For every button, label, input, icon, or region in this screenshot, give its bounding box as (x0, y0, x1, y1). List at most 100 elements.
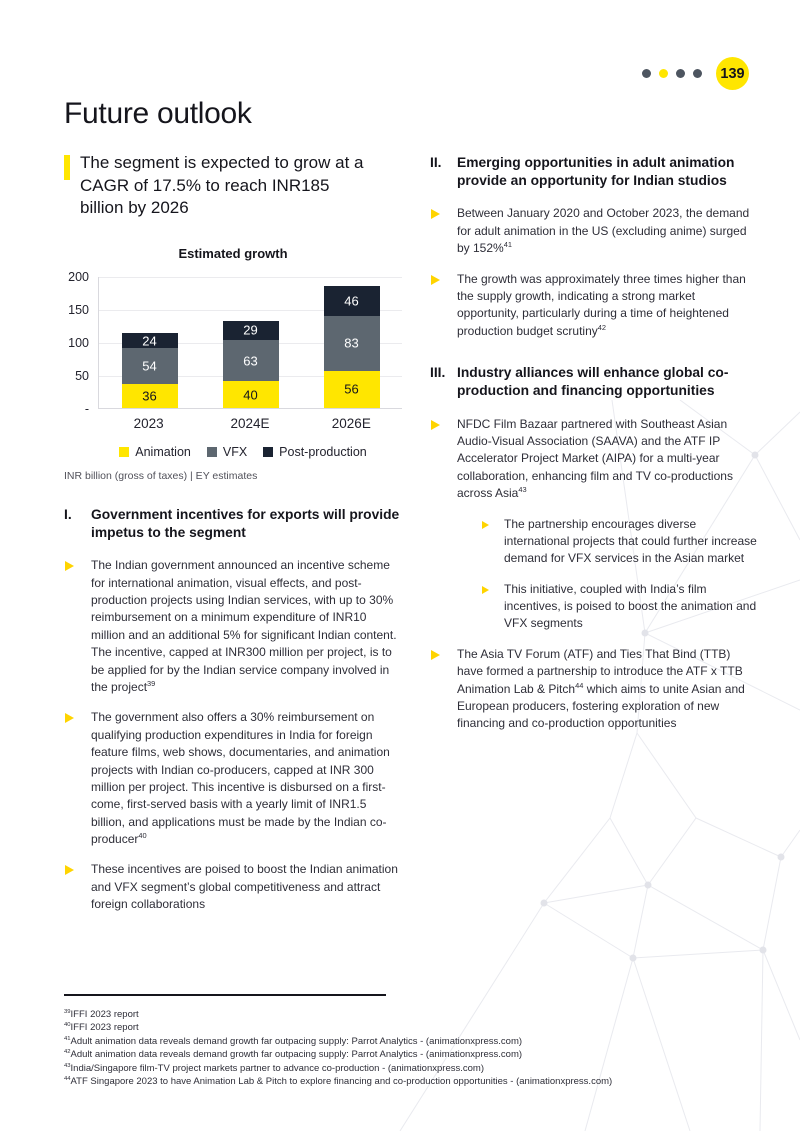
list-item: NFDC Film Bazaar partnered with Southeas… (430, 416, 758, 633)
list-item: The growth was approximately three times… (430, 271, 758, 341)
x-tick-label: 2026E (331, 415, 371, 431)
y-tick-label: 150 (68, 302, 89, 317)
list-item: The Asia TV Forum (ATF) and Ties That Bi… (430, 646, 758, 733)
section-heading-text: Emerging opportunities in adult animatio… (457, 155, 735, 189)
chart-source-note: INR billion (gross of taxes) | EY estima… (64, 469, 258, 482)
chart-title: Estimated growth (178, 245, 288, 261)
list-item: These incentives are poised to boost the… (64, 861, 402, 913)
legend-item: Post-production (263, 445, 367, 459)
page-title: Future outlook (64, 97, 252, 130)
section-numeral: II. (430, 155, 442, 170)
bar-segment: 40 (222, 381, 279, 408)
pagination-dot (693, 69, 702, 78)
left-sections: I. Government incentives for exports will… (64, 506, 402, 914)
footnote: 40IFFI 2023 report (64, 1022, 139, 1034)
footnote: 43India/Singapore film-TV project market… (64, 1062, 484, 1074)
bar-value-label: 54 (142, 358, 157, 374)
section-heading: III. Industry alliances will enhance glob… (430, 364, 758, 400)
bullet-arrow-icon (431, 209, 440, 220)
legend-label: VFX (222, 444, 248, 459)
legend-item: Animation (119, 445, 191, 459)
bar-segment: 24 (121, 332, 178, 349)
estimated-growth-chart: Estimated growth 200 150 100 50 - 36 54 24 40 63… (64, 246, 402, 482)
bar-value-label: 29 (243, 322, 258, 338)
bullet-text: The partnership encourages diverse inter… (504, 516, 757, 566)
footnote: 39IFFI 2023 report (64, 1008, 139, 1020)
page-header: 139 (642, 57, 749, 90)
gridline (99, 309, 402, 311)
bar-stack: 56 83 46 (323, 285, 380, 408)
bar-segment: 29 (222, 320, 279, 340)
section-ii: II. Emerging opportunities in adult anima… (430, 154, 758, 340)
pagination-dot (676, 69, 685, 78)
footnote-list: 39IFFI 2023 report 40IFFI 2023 report 41Ad… (64, 1008, 664, 1089)
bullet-arrow-icon (482, 585, 489, 594)
highlight-heading-text: The segment is expected to grow at a CAG… (80, 153, 364, 218)
pagination-dot (642, 69, 651, 78)
section-heading-text: Industry alliances will enhance global c… (457, 365, 729, 399)
chart-legend: Animation VFX Post-production (84, 445, 402, 459)
section-numeral: I. (64, 506, 72, 522)
bar-stack: 40 63 29 (222, 320, 279, 408)
bullet-arrow-icon (65, 865, 74, 876)
bar-value-label: 56 (344, 381, 359, 397)
y-tick-label: 100 (68, 335, 89, 350)
y-tick-label: 200 (68, 269, 89, 284)
legend-swatch (263, 446, 274, 457)
bullet-text: NFDC Film Bazaar partnered with Southeas… (457, 416, 733, 501)
plot: 36 54 24 40 63 29 56 83 46 (98, 276, 402, 409)
legend-swatch (119, 446, 130, 457)
x-axis-labels: 2023 2024E 2026E (98, 409, 402, 431)
legend-label: Post-production (279, 444, 367, 459)
section-i: I. Government incentives for exports will… (64, 506, 402, 914)
bar-value-label: 40 (243, 387, 258, 403)
y-axis-labels: 200 150 100 50 - (64, 270, 98, 416)
bullet-arrow-icon (65, 713, 74, 724)
bar-stack: 36 54 24 (121, 332, 178, 408)
footnote: 41Adult animation data reveals demand gr… (64, 1035, 523, 1047)
bullet-arrow-icon (65, 561, 74, 572)
bar-value-label: 83 (344, 335, 359, 351)
section-heading: I. Government incentives for exports will… (64, 506, 402, 542)
footnote: 42Adult animation data reveals demand gr… (64, 1049, 523, 1061)
bullet-arrow-icon (482, 520, 489, 529)
sub-list-item: The partnership encourages diverse inter… (481, 516, 758, 568)
bar-segment: 56 (323, 370, 380, 408)
list-item: The government also offers a 30% reimbur… (64, 709, 402, 848)
y-tick-label: - (84, 401, 89, 416)
bar-segment: 54 (121, 348, 178, 385)
yellow-accent-bar (64, 155, 70, 180)
pagination-dot (659, 69, 668, 78)
legend-swatch (206, 446, 217, 457)
right-column: II. Emerging opportunities in adult anima… (430, 152, 758, 927)
list-item: Between January 2020 and October 2023, t… (430, 205, 758, 257)
section-heading: II. Emerging opportunities in adult anima… (430, 154, 758, 190)
highlight-heading: The segment is expected to grow at a CAG… (64, 152, 376, 220)
section-heading-text: Government incentives for exports will p… (91, 506, 400, 541)
content-columns: The segment is expected to grow at a CAG… (64, 152, 758, 927)
sub-bullet-list: The partnership encourages diverse inter… (457, 516, 758, 633)
bullet-arrow-icon (431, 419, 440, 430)
footnote: 44ATF Singapore 2023 to have Animation L… (64, 1076, 613, 1088)
left-column: The segment is expected to grow at a CAG… (64, 152, 402, 927)
bar-segment: 36 (121, 384, 178, 408)
bullet-text: The Asia TV Forum (ATF) and Ties That Bi… (457, 646, 745, 731)
bar-value-label: 24 (142, 333, 157, 349)
bullet-text: The Indian government announced an incen… (91, 558, 397, 694)
bar-value-label: 46 (344, 293, 359, 309)
bar-segment: 63 (222, 339, 279, 382)
list-item: The Indian government announced an incen… (64, 557, 402, 696)
pagination-dots (642, 69, 710, 78)
right-sections: II. Emerging opportunities in adult anima… (430, 154, 758, 733)
bar-groups: 36 54 24 40 63 29 56 83 46 (99, 277, 402, 408)
sub-list-item: This initiative, coupled with India’s fi… (481, 581, 758, 633)
bar-segment: 83 (323, 316, 380, 371)
section-numeral: III. (430, 365, 446, 381)
gridline (99, 276, 402, 278)
page-number-badge: 139 (716, 57, 749, 90)
chart-plot-area: 200 150 100 50 - 36 54 24 40 63 29 56 83 46 (64, 270, 402, 416)
bullet-text: This initiative, coupled with India’s fi… (504, 581, 757, 631)
footnotes: 39IFFI 2023 report 40IFFI 2023 report 41Ad… (64, 994, 664, 1089)
bullet-text: The growth was approximately three times… (457, 271, 746, 338)
bar-value-label: 63 (243, 353, 258, 369)
